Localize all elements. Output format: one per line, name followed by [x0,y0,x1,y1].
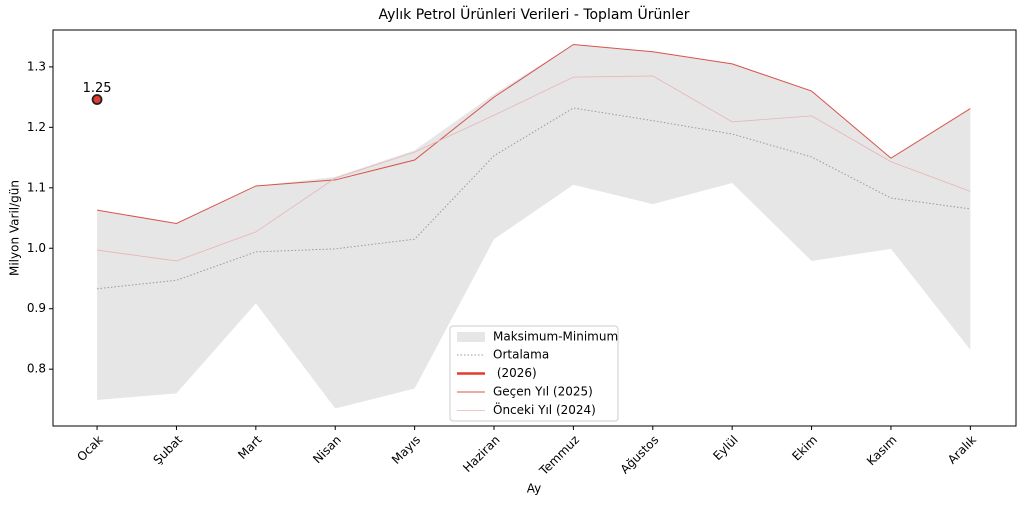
x-tick-label: Mayıs [389,433,423,467]
legend-label: Maksimum-Minimum [493,330,618,344]
y-tick-label: 0.8 [27,362,46,376]
y-tick-label: 1.1 [27,180,46,194]
x-tick-label: Şubat [150,432,185,467]
legend-label: Önceki Yıl (2024) [493,401,596,417]
range-band [97,44,971,409]
x-tick-label: Mart [235,432,264,461]
y-tick-label: 1.0 [27,241,46,255]
x-tick-label: Ocak [74,433,105,464]
series-line [97,75,971,262]
x-tick-label: Eylül [710,433,740,463]
chart-title: Aylık Petrol Ürünleri Verileri - Toplam … [378,5,689,23]
x-tick-label: Nisan [310,433,344,467]
x-tick-label: Kasım [864,433,900,469]
legend-label: (2026) [493,366,537,380]
series-line [96,43,971,224]
y-axis-label: Milyon Varil/gün [8,180,22,276]
value-label: 1.25 [83,81,112,96]
x-tick-label: Temmuz [536,433,582,479]
x-tick-label: Haziran [460,433,502,475]
legend-swatch [457,332,485,342]
legend-label: Ortalama [493,348,549,362]
x-tick-label: Ağustos [618,433,662,477]
legend-box [449,325,619,422]
x-tick-label: Ekim [789,433,820,464]
plot-frame [52,29,1017,427]
legend-label: Geçen Yıl (2025) [493,385,593,399]
y-tick-label: 1.2 [27,120,46,134]
x-tick-label: Aralık [945,433,979,467]
y-tick-label: 0.9 [27,301,46,315]
y-tick-label: 1.3 [27,59,46,73]
x-axis-label: Ay [527,482,542,496]
point-marker [91,94,103,105]
